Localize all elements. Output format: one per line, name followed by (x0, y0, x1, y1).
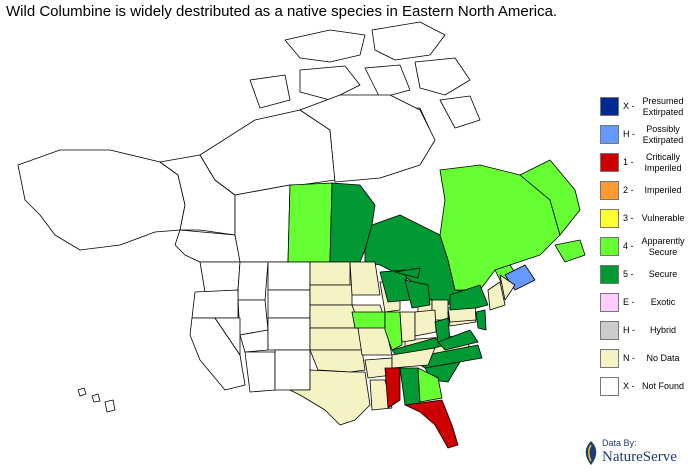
region-alberta (234, 184, 291, 263)
region-alabama (399, 367, 421, 406)
legend-code: X - (623, 101, 635, 111)
legend-swatch (600, 237, 619, 256)
legend-label: Critically Imperiled (644, 151, 682, 173)
region-british-columbia (174, 229, 241, 263)
legend-code: 3 - (623, 213, 634, 223)
legend-label: Presumed Extirpated (642, 95, 684, 117)
legend-label: Hybrid (649, 325, 676, 335)
legend-row-imperiled: 2 - Imperiled (600, 179, 690, 202)
legend-label: Imperiled (644, 185, 682, 195)
legend-row-hybrid: H - Hybrid (600, 319, 690, 342)
legend-label: Not Found (641, 381, 685, 391)
region-alaska (17, 149, 186, 251)
legend-code: 4 - (623, 241, 634, 251)
legend-swatch (600, 153, 619, 172)
legend-row-no-data: N - No Data (600, 347, 690, 370)
legend: X - Presumed Extirpated H - Possibly Ext… (600, 95, 690, 403)
legend-label: No Data (646, 353, 680, 363)
legend-swatch (600, 321, 619, 340)
legend-swatch (600, 377, 619, 396)
region-georgia (417, 367, 443, 403)
legend-swatch (600, 181, 619, 200)
legend-row-vulnerable: 3 - Vulnerable (600, 207, 690, 230)
region-iowa (351, 311, 386, 329)
legend-row-presumed-extirpated: X - Presumed Extirpated (600, 95, 690, 118)
region-hawaii (77, 387, 116, 413)
region-new-jersey (475, 309, 487, 331)
legend-swatch (600, 293, 619, 312)
legend-swatch (600, 97, 619, 116)
range-map (17, 21, 586, 449)
legend-label: Secure (648, 269, 678, 279)
western-us-states (189, 261, 311, 393)
region-maine (499, 274, 516, 301)
region-northwest-territories (199, 109, 336, 196)
legend-code: 1 - (623, 157, 634, 167)
legend-label: Exotic (650, 297, 676, 307)
legend-code: X - (623, 381, 635, 391)
data-credit: Data By: NatureServe (582, 436, 692, 472)
legend-label: Vulnerable (641, 213, 685, 223)
legend-row-apparently-secure: 4 - Apparently Secure (600, 235, 690, 258)
credit-organization: NatureServe (602, 449, 677, 465)
region-virginia (437, 329, 479, 351)
region-tennessee (391, 347, 436, 369)
legend-row-possibly-extirpated: H - Possibly Extirpated (600, 123, 690, 146)
region-illinois (384, 311, 403, 351)
legend-code: H - (623, 325, 635, 335)
legend-row-critically-imperiled: 1 - Critically Imperiled (600, 151, 690, 174)
region-florida (404, 399, 459, 449)
legend-row-not-found: X - Not Found (600, 375, 690, 398)
legend-row-secure: 5 - Secure (600, 263, 690, 286)
natureserve-leaf-icon (585, 441, 597, 465)
region-ohio (414, 309, 437, 337)
legend-code: N - (623, 353, 635, 363)
legend-label: Possibly Extirpated (642, 123, 684, 145)
legend-swatch (600, 265, 619, 284)
credit-label: Data By: (602, 438, 637, 448)
region-mississippi (384, 367, 401, 409)
legend-row-exotic: E - Exotic (600, 291, 690, 314)
region-saskatchewan (287, 182, 333, 263)
region-newfoundland-labrador (519, 159, 586, 263)
legend-swatch (600, 209, 619, 228)
legend-code: 2 - (623, 185, 634, 195)
region-michigan (394, 267, 431, 309)
legend-code: 5 - (623, 269, 634, 279)
legend-swatch (600, 125, 619, 144)
region-new-england (487, 281, 506, 311)
legend-swatch (600, 349, 619, 368)
region-new-york (449, 284, 489, 311)
region-nunavut (299, 94, 436, 183)
region-indiana (399, 311, 416, 343)
legend-code: H - (623, 129, 635, 139)
legend-code: E - (623, 297, 635, 307)
legend-label: Apparently Secure (641, 235, 685, 257)
map-title: Wild Columbine is widely destributed as … (6, 3, 558, 20)
